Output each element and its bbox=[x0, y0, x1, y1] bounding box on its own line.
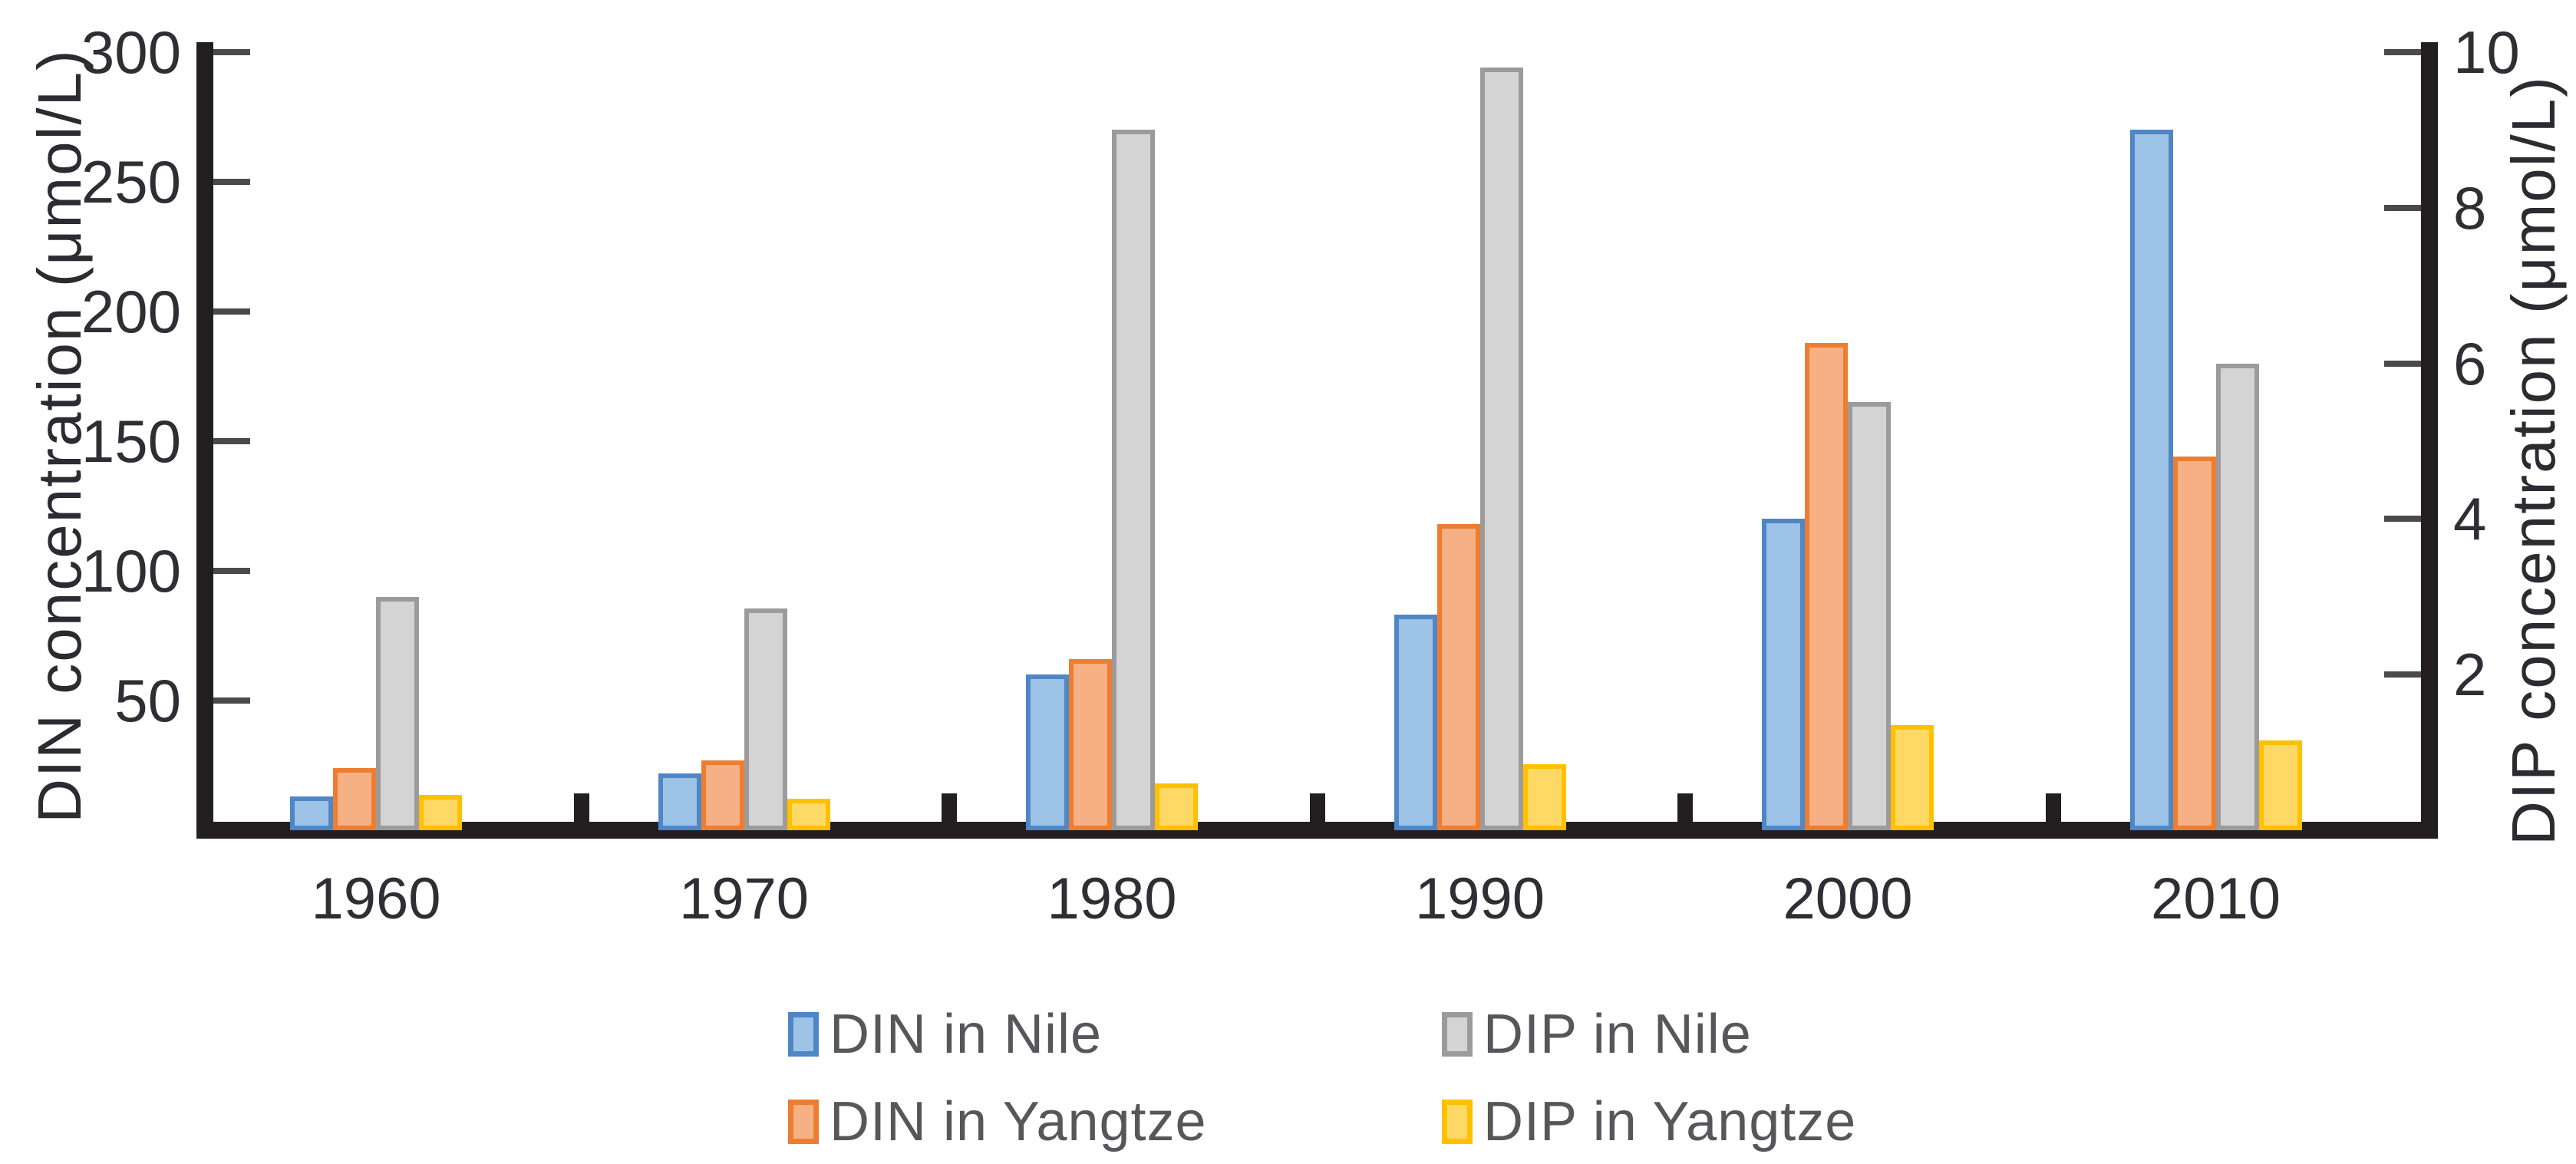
x-axis-category-label: 1970 bbox=[678, 866, 810, 932]
left-axis-tick-label: 100 bbox=[81, 537, 181, 605]
bar-dip-in-yangtze-1990 bbox=[1522, 764, 1566, 830]
bar-dip-in-nile-2000 bbox=[1848, 402, 1891, 830]
left-axis-tick-label: 200 bbox=[81, 278, 181, 345]
bar-din-in-yangtze-1980 bbox=[1069, 659, 1112, 830]
left-axis-tick bbox=[213, 49, 250, 55]
legend-swatch-icon bbox=[1442, 1100, 1473, 1144]
left-axis-tick-label: 150 bbox=[81, 407, 181, 475]
right-axis-tick bbox=[2384, 516, 2421, 523]
legend-swatch-icon bbox=[788, 1100, 819, 1144]
bar-din-in-yangtze-2010 bbox=[2172, 457, 2216, 830]
bar-dip-in-nile-1970 bbox=[744, 608, 787, 830]
left-axis-tick bbox=[213, 697, 250, 704]
bar-dip-in-nile-1960 bbox=[376, 597, 419, 830]
legend-item-dip-in-nile: DIP in Nile bbox=[1442, 1004, 1856, 1065]
bar-din-in-nile-2000 bbox=[1762, 519, 1805, 830]
right-axis-tick-label: 4 bbox=[2453, 485, 2487, 553]
bar-din-in-nile-1960 bbox=[290, 796, 333, 830]
legend-item-label: DIP in Yangtze bbox=[1483, 1091, 1857, 1152]
x-axis-category-label: 1990 bbox=[1414, 866, 1545, 932]
right-axis-tick bbox=[2384, 204, 2421, 211]
bar-din-in-nile-1980 bbox=[1026, 674, 1069, 830]
bar-din-in-nile-1970 bbox=[658, 773, 701, 830]
x-axis-category-label: 2000 bbox=[1783, 866, 1913, 932]
bar-dip-in-yangtze-2010 bbox=[2258, 740, 2302, 830]
left-axis-tick-label: 50 bbox=[114, 667, 181, 734]
bar-dip-in-yangtze-1970 bbox=[787, 799, 830, 830]
legend-item-label: DIP in Nile bbox=[1483, 1004, 1752, 1065]
bar-dip-in-yangtze-1980 bbox=[1155, 783, 1198, 830]
bar-din-in-yangtze-2000 bbox=[1805, 343, 1848, 830]
bar-dip-in-nile-1980 bbox=[1112, 130, 1155, 830]
left-axis-tick bbox=[213, 179, 250, 185]
x-axis-category-label: 2010 bbox=[2150, 866, 2281, 932]
legend-swatch-icon bbox=[788, 1012, 819, 1057]
x-axis-tick bbox=[1309, 793, 1325, 830]
right-axis-tick-label: 10 bbox=[2453, 18, 2520, 86]
bar-din-in-nile-1990 bbox=[1394, 615, 1437, 830]
left-y-axis-line bbox=[196, 42, 213, 839]
plot-area: 50 100 150 200 250 300 2 4 6 8 10 1960 1970 1980 1990 2… bbox=[81, 22, 2520, 928]
bar-din-in-yangtze-1990 bbox=[1436, 524, 1480, 830]
right-axis-tick-label: 2 bbox=[2453, 641, 2487, 709]
bar-dip-in-yangtze-1960 bbox=[419, 795, 462, 830]
bar-dip-in-nile-1990 bbox=[1479, 68, 1523, 830]
left-axis-tick-label: 300 bbox=[81, 18, 181, 86]
right-axis-tick bbox=[2384, 49, 2421, 55]
legend-item-label: DIN in Nile bbox=[830, 1004, 1103, 1065]
bar-din-in-nile-2010 bbox=[2129, 130, 2173, 830]
x-axis-tick bbox=[2045, 793, 2061, 830]
right-axis-tick bbox=[2384, 360, 2421, 367]
chart-legend: DIN in Nile DIP in Nile DIN in Yangtze DIP … bbox=[788, 1004, 1856, 1152]
right-axis-tick bbox=[2384, 671, 2421, 678]
left-axis-tick bbox=[213, 308, 250, 315]
bar-din-in-yangtze-1970 bbox=[701, 760, 744, 830]
x-axis-tick bbox=[1677, 793, 1693, 830]
legend-swatch-icon bbox=[1442, 1012, 1473, 1057]
bar-dip-in-yangtze-2000 bbox=[1891, 725, 1934, 830]
x-axis-category-label: 1960 bbox=[311, 866, 441, 932]
right-axis-tick-label: 8 bbox=[2453, 173, 2487, 242]
legend-item-din-in-yangtze: DIN in Yangtze bbox=[788, 1091, 1442, 1152]
right-y-axis-line bbox=[2421, 42, 2438, 839]
legend-item-dip-in-yangtze: DIP in Yangtze bbox=[1442, 1091, 1856, 1152]
left-axis-tick bbox=[213, 438, 250, 444]
bar-din-in-yangtze-1960 bbox=[333, 768, 376, 830]
left-axis-tick-label: 250 bbox=[81, 148, 181, 216]
x-axis-category-label: 1980 bbox=[1047, 866, 1177, 932]
left-axis-tick bbox=[213, 568, 250, 574]
legend-item-label: DIN in Yangtze bbox=[830, 1091, 1207, 1152]
x-axis-tick bbox=[942, 793, 957, 830]
x-axis-tick bbox=[573, 793, 589, 830]
bar-dip-in-nile-2010 bbox=[2215, 364, 2259, 830]
right-axis-tick-label: 6 bbox=[2453, 329, 2487, 397]
legend-item-din-in-nile: DIN in Nile bbox=[788, 1004, 1442, 1065]
